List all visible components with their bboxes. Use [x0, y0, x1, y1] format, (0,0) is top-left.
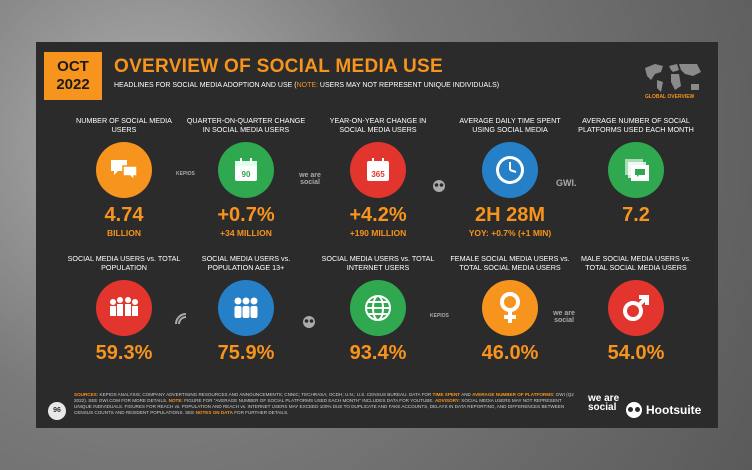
stat-value: 2H 28M	[474, 204, 546, 226]
stat-vs-age-13: SOCIAL MEDIA USERS vs. POPULATION AGE 13…	[186, 254, 306, 365]
stat-label: AVERAGE DAILY TIME SPENT USING SOCIAL ME…	[459, 116, 561, 134]
male-symbol-icon	[608, 280, 664, 336]
page-number: 96	[48, 402, 66, 420]
hootsuite-brand: Hootsuite	[626, 402, 701, 418]
stat-value: 4.74	[104, 204, 144, 226]
date-badge: OCT 2022	[44, 52, 102, 100]
we-are-social-logo: we are social	[299, 172, 321, 186]
svg-text:365: 365	[371, 170, 385, 179]
stat-value: +4.2%	[349, 204, 407, 226]
stat-qoq-change: QUARTER-ON-QUARTER CHANGE IN SOCIAL MEDI…	[186, 116, 306, 238]
stat-label: SOCIAL MEDIA USERS vs. TOTAL POPULATION	[67, 254, 181, 272]
stat-daily-time: AVERAGE DAILY TIME SPENT USING SOCIAL ME…	[450, 116, 570, 238]
clock-icon	[482, 142, 538, 198]
stacked-cards-icon	[608, 142, 664, 198]
hootsuite-owl-icon	[626, 402, 642, 418]
stat-label: NUMBER OF SOCIAL MEDIA USERS	[76, 116, 172, 134]
stat-value: 93.4%	[349, 342, 407, 364]
stat-platforms: AVERAGE NUMBER OF SOCIAL PLATFORMS USED …	[576, 116, 696, 227]
stat-sub: +34 MILLION	[220, 228, 272, 238]
stat-value: 59.3%	[95, 342, 153, 364]
stat-male-users: MALE SOCIAL MEDIA USERS vs. TOTAL SOCIAL…	[576, 254, 696, 365]
kepios-logo-2: KEPIOS	[430, 313, 449, 319]
calendar-365-icon: 365	[350, 142, 406, 198]
stat-label: FEMALE SOCIAL MEDIA USERS vs. TOTAL SOCI…	[450, 254, 570, 272]
datareportal-logo	[174, 312, 188, 328]
stat-label: MALE SOCIAL MEDIA USERS vs. TOTAL SOCIAL…	[581, 254, 691, 272]
female-symbol-icon	[482, 280, 538, 336]
stat-label: YEAR-ON-YEAR CHANGE IN SOCIAL MEDIA USER…	[329, 116, 427, 134]
map-label: GLOBAL OVERVIEW	[645, 94, 695, 100]
stat-female-users: FEMALE SOCIAL MEDIA USERS vs. TOTAL SOCI…	[450, 254, 570, 365]
chat-bubbles-icon	[96, 142, 152, 198]
date-month: OCT	[57, 58, 89, 75]
stat-vs-internet-users: SOCIAL MEDIA USERS vs. TOTAL INTERNET US…	[318, 254, 438, 365]
hootsuite-owl-logo	[432, 180, 446, 194]
world-map-icon	[645, 64, 701, 92]
stat-vs-total-population: SOCIAL MEDIA USERS vs. TOTAL POPULATION …	[64, 254, 184, 365]
notes-on-data-link[interactable]: NOTES ON DATA	[195, 410, 233, 415]
stat-yoy-change: YEAR-ON-YEAR CHANGE IN SOCIAL MEDIA USER…	[318, 116, 438, 238]
stat-label: SOCIAL MEDIA USERS vs. TOTAL INTERNET US…	[321, 254, 435, 272]
stat-sub: BILLION	[107, 228, 141, 238]
stat-label: SOCIAL MEDIA USERS vs. POPULATION AGE 13…	[201, 254, 291, 272]
stat-value: +0.7%	[217, 204, 275, 226]
stat-value: 7.2	[622, 204, 650, 226]
stat-sub: +190 MILLION	[349, 228, 407, 238]
stat-label: AVERAGE NUMBER OF SOCIAL PLATFORMS USED …	[578, 116, 694, 134]
crowd-icon	[96, 280, 152, 336]
people-icon	[218, 280, 274, 336]
page-title: OVERVIEW OF SOCIAL MEDIA USE	[114, 56, 443, 77]
globe-icon	[350, 280, 406, 336]
stat-value: 46.0%	[481, 342, 539, 364]
stat-label: QUARTER-ON-QUARTER CHANGE IN SOCIAL MEDI…	[186, 116, 306, 134]
we-are-social-logo-2: we are social	[553, 310, 575, 324]
stat-sub: YOY: +0.7% (+1 MIN)	[468, 228, 552, 238]
gwi-logo: GWI.	[556, 178, 577, 188]
page-subtitle: HEADLINES FOR SOCIAL MEDIA ADOPTION AND …	[114, 82, 500, 89]
kepios-logo: KEPIOS	[176, 171, 195, 177]
svg-text:90: 90	[242, 170, 251, 179]
calendar-90-icon: 90	[218, 142, 274, 198]
slide: OCT 2022 OVERVIEW OF SOCIAL MEDIA USE HE…	[36, 42, 718, 428]
stat-value: 54.0%	[607, 342, 665, 364]
footer-sources: SOURCES: KEPIOS ANALYSIS; COMPANY ADVERT…	[74, 392, 574, 415]
hootsuite-owl-logo-2	[302, 316, 316, 330]
stat-value: 75.9%	[217, 342, 275, 364]
stat-social-media-users: NUMBER OF SOCIAL MEDIA USERS 4.74 BILLIO…	[64, 116, 184, 238]
we-are-social-brand: we are social	[588, 393, 620, 413]
date-year: 2022	[56, 76, 90, 93]
